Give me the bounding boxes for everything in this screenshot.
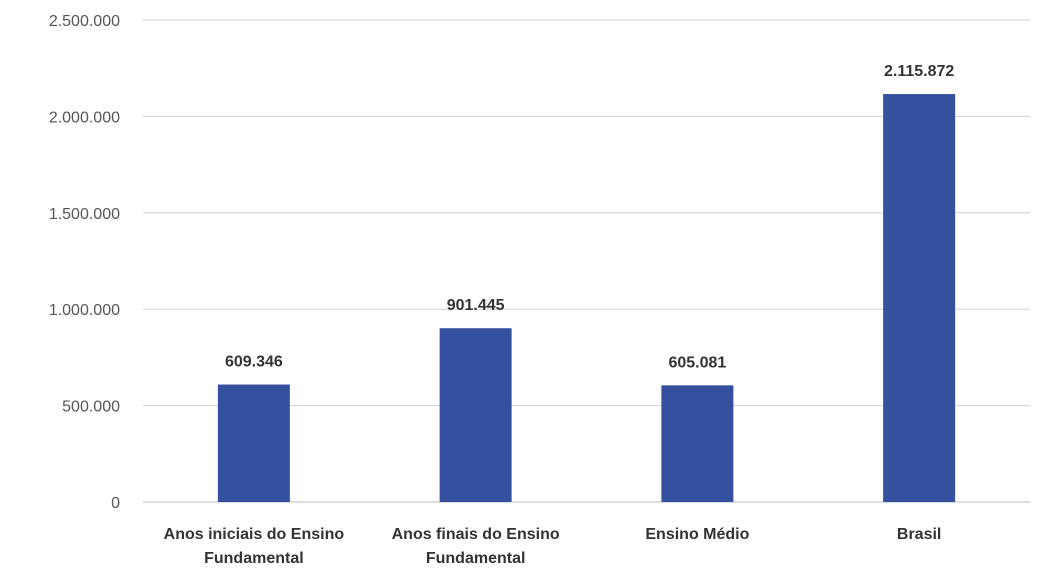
y-tick-label: 2.500.000 [49, 13, 120, 30]
y-tick-label: 1.500.000 [49, 206, 120, 223]
x-axis-category-labels: Anos iniciais do Ensino Fundamental Anos f… [164, 526, 942, 567]
x-category-label: Fundamental [426, 550, 526, 567]
data-label: 609.346 [225, 354, 283, 371]
x-category-label: Anos iniciais do Ensino [164, 526, 345, 543]
y-tick-label: 0 [111, 495, 120, 512]
x-category-label: Anos finais do Ensino [392, 526, 560, 543]
data-label: 2.115.872 [884, 63, 954, 80]
x-category-label: Ensino Médio [645, 526, 749, 543]
bars [217, 94, 956, 502]
bar [661, 385, 734, 502]
bar [439, 328, 512, 502]
bar [883, 94, 956, 502]
gridlines [143, 19, 1030, 503]
data-label: 605.081 [668, 354, 726, 371]
data-labels: 609.346 901.445 605.081 2.115.872 [225, 63, 954, 371]
x-category-label: Brasil [897, 526, 941, 543]
x-category-label: Fundamental [204, 550, 304, 567]
y-tick-label: 500.000 [62, 399, 120, 416]
bar [217, 384, 290, 502]
y-axis-tick-labels: 0 500.000 1.000.000 1.500.000 2.000.000 2.500… [49, 13, 120, 512]
data-label: 901.445 [447, 297, 505, 314]
y-tick-label: 1.000.000 [49, 302, 120, 319]
y-tick-label: 2.000.000 [49, 109, 120, 126]
